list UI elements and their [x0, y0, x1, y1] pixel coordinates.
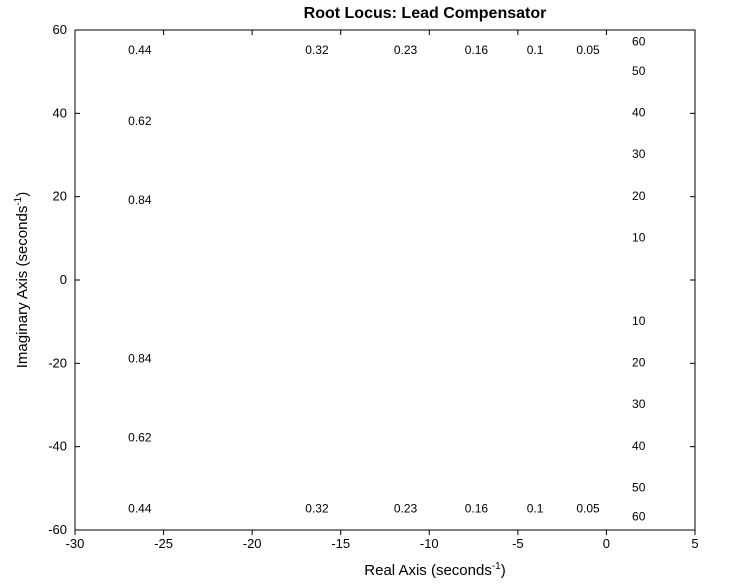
grid-label: 0.23: [394, 43, 418, 57]
y-tick-label: 60: [53, 22, 67, 37]
grid-label: 0.32: [305, 501, 329, 515]
grid-label: 0.32: [305, 43, 329, 57]
x-tick-label: -30: [66, 536, 85, 551]
x-tick-label: -10: [420, 536, 439, 551]
chart-svg: 0.44 0.32 0.23 0.16 0.1 0.05 0.62 0.84 0.44 0.32 0…: [0, 0, 730, 585]
grid-label: 0.05: [576, 501, 600, 515]
grid-label: 0.16: [465, 43, 489, 57]
grid-label: 10: [632, 314, 646, 328]
grid-label: 50: [632, 481, 646, 495]
grid-label: 0.84: [128, 351, 152, 365]
grid-label: 10: [632, 231, 646, 245]
x-tick-label: -20: [243, 536, 262, 551]
y-tick-label: -40: [48, 439, 67, 454]
x-tick-label: 0: [603, 536, 610, 551]
y-tick-label: 40: [53, 105, 67, 120]
y-tick-label: 0: [60, 272, 67, 287]
grid-label: 0.62: [128, 114, 152, 128]
x-tick-label: 5: [691, 536, 698, 551]
grid-label: 0.23: [394, 501, 418, 515]
x-axis-label: Real Axis (seconds-1): [364, 561, 505, 579]
chart-title: Root Locus: Lead Compensator: [304, 5, 547, 22]
grid-label: 0.05: [576, 43, 600, 57]
y-tick-label: -60: [48, 522, 67, 537]
grid-label: 60: [632, 510, 646, 524]
grid-label: 0.16: [465, 501, 489, 515]
y-tick-label: -20: [48, 355, 67, 370]
x-tick-label: -5: [512, 536, 524, 551]
grid-label: 20: [632, 189, 646, 203]
grid-label: 40: [632, 439, 646, 453]
grid-label: 30: [632, 147, 646, 161]
grid-label: 40: [632, 106, 646, 120]
grid-label: 0.62: [128, 431, 152, 445]
grid-label: 0.1: [527, 43, 544, 57]
grid-label: 0.44: [128, 501, 152, 515]
x-tick-label: -25: [154, 536, 173, 551]
grid-label: 30: [632, 397, 646, 411]
grid-label: 0.84: [128, 193, 152, 207]
grid-label: 0.44: [128, 43, 152, 57]
x-tick-label: -15: [331, 536, 350, 551]
y-axis-label: Imaginary Axis (seconds-1): [13, 192, 31, 368]
grid-label: 60: [632, 35, 646, 49]
root-locus-chart: 0.44 0.32 0.23 0.16 0.1 0.05 0.62 0.84 0.44 0.32 0…: [0, 0, 730, 585]
grid-label: 50: [632, 64, 646, 78]
grid-label: 0.1: [527, 501, 544, 515]
grid-label: 20: [632, 356, 646, 370]
y-tick-label: 20: [53, 189, 67, 204]
